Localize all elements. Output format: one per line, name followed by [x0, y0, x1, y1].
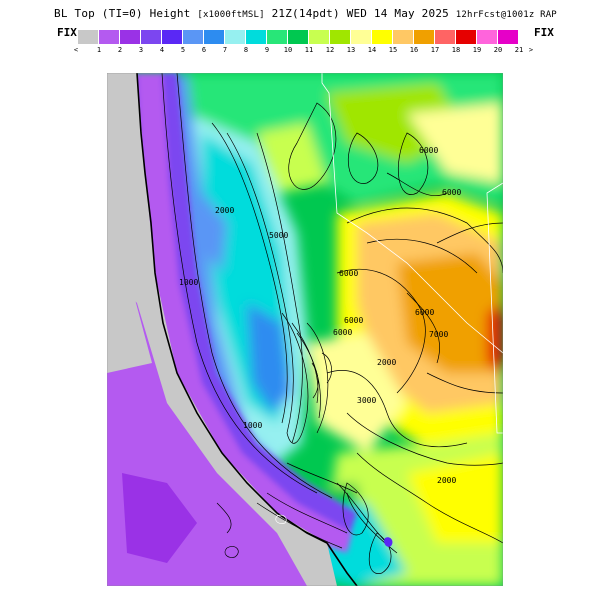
contour-label: 7000 [429, 330, 448, 339]
contour-label: 3000 [357, 396, 376, 405]
contour-value-labels: 6000 6000 6000 5000 6000 6000 6000 1000 … [179, 146, 461, 485]
color-scale-swatch [141, 30, 162, 44]
map-title: BL Top (TI=0) Height [x1000ftMSL] 21Z(14… [0, 7, 611, 20]
coastline [136, 73, 358, 586]
offshore-purple-dark [122, 473, 197, 563]
fix-label-left: FIX [57, 26, 77, 39]
island-outline [224, 546, 239, 558]
contour-label: 6000 [415, 308, 434, 317]
title-valid-time: 21Z(14pdt) WED 14 May 2025 [271, 7, 449, 20]
color-scale-tick-label: 14 [367, 46, 377, 54]
color-scale-tick-label: 6 [201, 46, 207, 54]
contour-label: 1000 [243, 421, 262, 430]
color-scale-tick-label: 4 [159, 46, 165, 54]
color-scale-tick-label: 17 [430, 46, 440, 54]
contour-label: 6000 [339, 269, 358, 278]
coastal-band [127, 73, 357, 553]
color-scale-tick-label: 21 [514, 46, 524, 54]
color-scale-tick-label: 13 [346, 46, 356, 54]
color-scale-tick-label: 10 [283, 46, 293, 54]
offshore-gray [107, 273, 152, 373]
color-scale-bar [78, 30, 519, 44]
color-scale-swatch [393, 30, 414, 44]
island-outline [275, 514, 287, 524]
color-scale-swatch [78, 30, 99, 44]
contour-label: 1000 [179, 278, 198, 287]
color-scale-swatch [309, 30, 330, 44]
color-scale-swatch [267, 30, 288, 44]
color-scale-tick-label: 8 [243, 46, 249, 54]
contour-label: 6000 [333, 328, 352, 337]
boundary-layer-height-map: 6000 6000 6000 5000 6000 6000 6000 1000 … [107, 73, 503, 586]
contour-label: 2000 [377, 358, 396, 367]
color-scale-swatch [99, 30, 120, 44]
color-scale-tick-label: 20 [493, 46, 503, 54]
contour-label: 2000 [215, 206, 234, 215]
color-scale-swatch [414, 30, 435, 44]
color-scale-tick-label: 1 [96, 46, 102, 54]
title-units: [x1000ftMSL] [197, 10, 265, 20]
field-fill [147, 73, 503, 586]
low-spot [384, 537, 393, 547]
color-scale-tick-label: 3 [138, 46, 144, 54]
color-scale-tick-label: 18 [451, 46, 461, 54]
color-scale-swatch [288, 30, 309, 44]
contour-label: 6000 [442, 188, 461, 197]
color-scale-tick-label: 9 [264, 46, 270, 54]
contour-label: 6000 [419, 146, 438, 155]
state-border [321, 73, 503, 354]
fix-label-right: FIX [534, 26, 554, 39]
color-scale-tick-label: 16 [409, 46, 419, 54]
title-model: 12hrFcst@1001z RAP [455, 10, 557, 20]
color-scale-swatch [351, 30, 372, 44]
color-scale-tick-label: 2 [117, 46, 123, 54]
color-scale-tick-label: > [528, 46, 534, 54]
color-scale-swatch [162, 30, 183, 44]
color-scale-tick-label: 7 [222, 46, 228, 54]
title-main: BL Top (TI=0) Height [54, 7, 191, 20]
color-scale-swatch [456, 30, 477, 44]
color-scale-tick-label: 15 [388, 46, 398, 54]
color-scale-swatch [246, 30, 267, 44]
contour-label: 5000 [269, 231, 288, 240]
color-scale-tick-label: 11 [304, 46, 314, 54]
contour-label: 2000 [437, 476, 456, 485]
color-scale-tick-label: 12 [325, 46, 335, 54]
color-scale-tick-label: < [73, 46, 79, 54]
color-scale-swatch [225, 30, 246, 44]
color-scale-swatch [477, 30, 498, 44]
color-scale-swatch [435, 30, 456, 44]
color-scale-swatch [330, 30, 351, 44]
color-scale-swatch [498, 30, 519, 44]
color-scale-ticks: <1 2 3 4 5 6 7 8 9 10 11 12 13 14 15 16 17 18 19 20 21 > [60, 46, 550, 56]
color-scale-swatch [120, 30, 141, 44]
color-scale-tick-label: 5 [180, 46, 186, 54]
contour-lines [161, 73, 503, 574]
color-scale-tick-label: 19 [472, 46, 482, 54]
state-border-east [486, 182, 503, 434]
contour-label: 6000 [344, 316, 363, 325]
color-scale-swatch [204, 30, 225, 44]
color-scale-swatch [372, 30, 393, 44]
color-scale-swatch [183, 30, 204, 44]
